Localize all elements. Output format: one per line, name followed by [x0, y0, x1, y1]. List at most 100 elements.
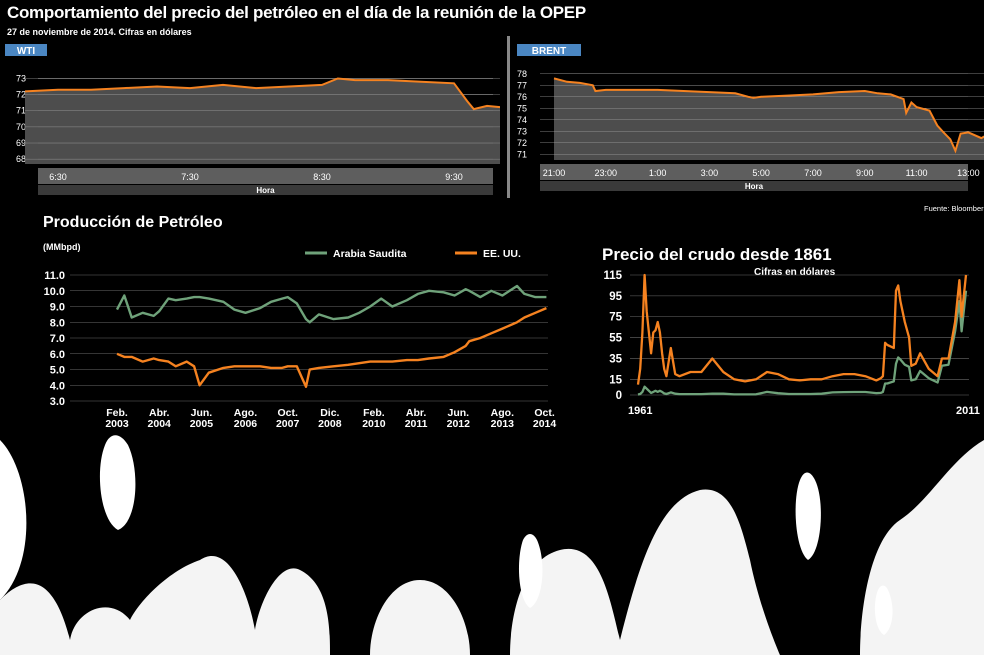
x-tick-year: 2006: [234, 418, 258, 430]
y-tick-label: 4.0: [50, 380, 65, 392]
series-label: BRENT: [532, 46, 566, 57]
chart-title: Precio del crudo desde 1861: [602, 245, 832, 264]
y-tick-label: 5.0: [50, 365, 65, 377]
y-tick-label: 15: [609, 374, 622, 386]
x-tick-year: 2012: [447, 418, 471, 430]
price-area: [25, 78, 500, 164]
x-tick-label: 11:00: [906, 168, 928, 178]
wti-chart: WTI7372717069686:307:308:309:3010:3011:3…: [5, 44, 500, 195]
y-tick-label: 11.0: [44, 270, 65, 282]
x-tick-label: 21:00: [543, 168, 566, 178]
x-tick-label: 6:30: [49, 172, 67, 182]
y-tick-label: 71: [16, 106, 26, 116]
y-tick-label: 75: [517, 103, 527, 113]
x-tick-month: Oct.: [534, 407, 555, 419]
x-tick-month: Ago.: [234, 407, 257, 419]
x-tick-label: 1:00: [649, 168, 667, 178]
y-tick-label: 55: [609, 333, 622, 345]
x-tick-month: Feb.: [363, 407, 385, 419]
y-tick-label: 0: [616, 390, 622, 402]
drip-drop-right: [795, 472, 821, 560]
price-area: [554, 78, 984, 160]
y-tick-label: 8.0: [50, 317, 65, 329]
x-tick-month: Jun.: [448, 407, 470, 419]
y-tick-label: 69: [16, 138, 26, 148]
y-tick-label: 74: [517, 115, 527, 125]
x-tick-label: 2011: [956, 405, 980, 415]
y-tick-label: 76: [517, 92, 527, 102]
y-tick-label: 9.0: [50, 302, 65, 314]
y-tick-label: 3.0: [50, 396, 65, 408]
x-axis-bar: [540, 164, 968, 180]
y-tick-label: 75: [609, 312, 622, 324]
series-label: WTI: [17, 46, 36, 57]
x-tick-year: 2014: [533, 418, 557, 430]
x-tick-month: Feb.: [106, 407, 128, 419]
x-tick-label: 13:00: [957, 168, 980, 178]
history-chart: Precio del crudo desde 1861 Cifras en dól…: [602, 245, 980, 415]
panel-divider: [507, 36, 510, 198]
y-tick-label: 7.0: [50, 333, 65, 345]
x-tick-year: 2011: [405, 418, 428, 430]
y-tick-label: 6.0: [50, 349, 65, 361]
page-title: Comportamiento del precio del petróleo e…: [7, 3, 586, 22]
x-tick-month: Abr.: [406, 407, 427, 419]
price-line: [553, 77, 984, 154]
y-tick-label: 73: [16, 73, 26, 83]
x-tick-year: 2003: [105, 418, 129, 430]
x-axis-title-bar: [38, 185, 493, 195]
x-axis-title-bar: [540, 181, 968, 191]
price-line: [24, 77, 500, 111]
source-note: Fuente: Bloomberg: [924, 204, 984, 213]
chart-title: Producción de Petróleo: [43, 214, 223, 231]
x-tick-label: 7:00: [804, 168, 822, 178]
x-tick-year: 2005: [190, 418, 214, 430]
x-axis-bar: [38, 168, 493, 184]
y-tick-label: 70: [16, 122, 26, 132]
series-label-box: [5, 44, 47, 56]
y-axis-unit: (MMbpd): [43, 242, 80, 252]
x-tick-year: 2008: [318, 418, 342, 430]
legend-label: EE. UU.: [483, 248, 521, 260]
series-line: [637, 290, 968, 396]
drip-drop-small: [874, 585, 893, 635]
x-tick-month: Oct.: [277, 407, 298, 419]
x-tick-year: 2010: [362, 418, 386, 430]
x-tick-month: Jun.: [191, 407, 213, 419]
x-tick-label: 9:30: [445, 172, 463, 182]
x-tick-year: 2004: [148, 418, 172, 430]
x-tick-label: 23:00: [595, 168, 618, 178]
y-tick-label: 115: [603, 270, 622, 282]
y-tick-label: 72: [517, 138, 527, 148]
x-tick-label: 5:00: [752, 168, 770, 178]
white-background-shape: [0, 440, 984, 655]
x-tick-month: Dic.: [320, 407, 339, 419]
series-line: [115, 284, 547, 324]
x-tick-year: 2007: [276, 418, 300, 430]
series-label-box: [517, 44, 581, 56]
production-chart: Producción de Petróleo (MMbpd) 11.0 10.0 9.0…: [43, 214, 557, 430]
y-tick-label: 77: [517, 80, 527, 90]
chart-subtitle: Cifras en dólares: [754, 267, 836, 278]
y-tick-label: 35: [609, 353, 622, 365]
x-tick-year: 2013: [491, 418, 515, 430]
x-tick-label: 3:00: [701, 168, 719, 178]
y-tick-label: 71: [517, 149, 527, 159]
x-tick-label: 7:30: [181, 172, 199, 182]
legend-label: Arabia Saudita: [333, 248, 407, 260]
series-line: [636, 273, 968, 385]
y-tick-label: 72: [16, 90, 26, 100]
y-tick-label: 73: [517, 126, 527, 136]
x-axis-title: Hora: [745, 182, 764, 191]
oil-drip-shape: [0, 440, 27, 600]
x-tick-label: 1961: [628, 405, 652, 415]
page-subtitle: 27 de noviembre de 2014. Cifras en dólar…: [7, 27, 192, 37]
y-tick-label: 10.0: [44, 286, 65, 298]
y-tick-label: 68: [16, 154, 26, 164]
y-tick-label: 95: [609, 291, 622, 303]
x-tick-label: 9:00: [856, 168, 874, 178]
x-tick-label: 8:30: [313, 172, 331, 182]
x-tick-month: Ago.: [491, 407, 514, 419]
